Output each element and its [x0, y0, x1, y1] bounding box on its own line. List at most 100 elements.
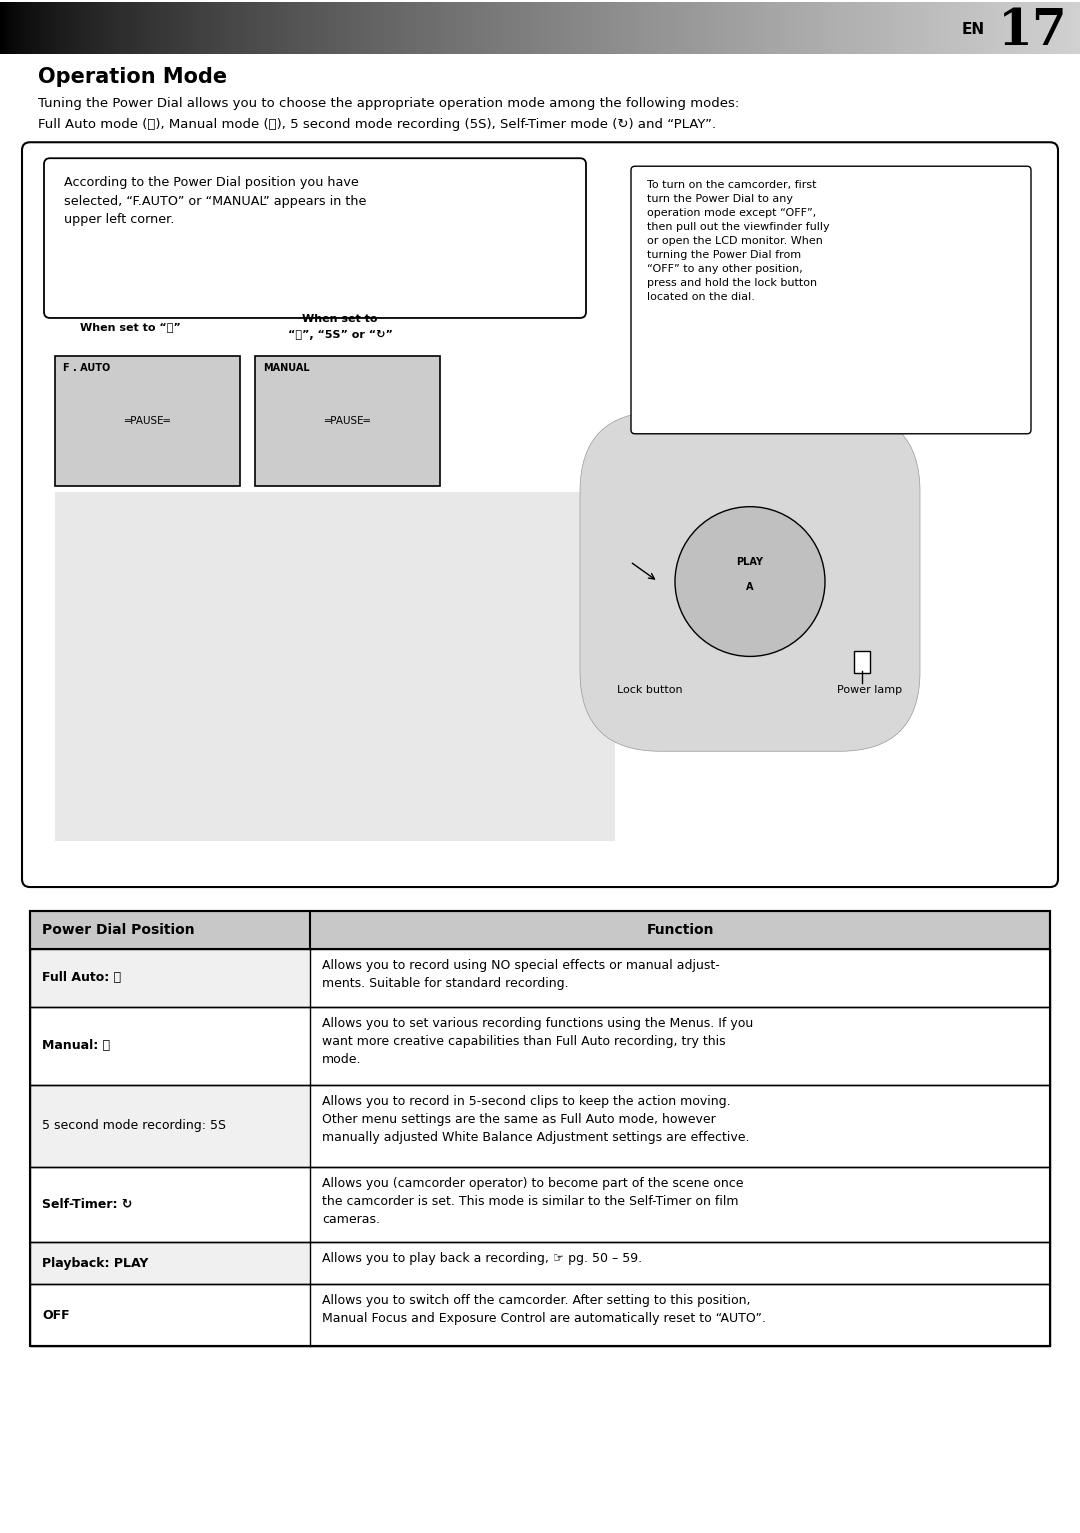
Bar	[267, 3, 270, 54]
Bar	[532, 3, 537, 54]
Bar	[299, 3, 302, 54]
Bar	[349, 3, 353, 54]
Text: Operation Mode: Operation Mode	[38, 67, 227, 87]
Text: ═PAUSE═: ═PAUSE═	[124, 415, 171, 426]
Text: Allows you to switch off the camcorder. After setting to this position,
Manual F: Allows you to switch off the camcorder. …	[322, 1294, 766, 1326]
Bar	[656, 3, 659, 54]
Bar	[580, 3, 583, 54]
Bar	[321, 3, 324, 54]
Bar	[813, 3, 818, 54]
Bar	[457, 3, 461, 54]
Bar	[943, 3, 947, 54]
Bar	[705, 3, 710, 54]
Bar	[489, 3, 494, 54]
Bar	[180, 3, 184, 54]
Bar	[392, 3, 396, 54]
Bar	[691, 3, 694, 54]
Bar	[1004, 3, 1008, 54]
Bar	[994, 3, 997, 54]
Bar	[1018, 3, 1023, 54]
Bar	[3, 3, 8, 54]
Bar	[130, 3, 133, 54]
Bar	[1008, 3, 1012, 54]
Bar	[605, 3, 608, 54]
Bar	[446, 3, 450, 54]
Bar	[807, 3, 810, 54]
FancyBboxPatch shape	[631, 166, 1031, 434]
Bar	[846, 3, 850, 54]
Bar	[583, 3, 586, 54]
Bar	[162, 3, 165, 54]
Bar	[25, 3, 29, 54]
Bar	[818, 3, 821, 54]
Bar	[878, 3, 882, 54]
Text: Playback: PLAY: Playback: PLAY	[42, 1257, 148, 1269]
Text: Function: Function	[646, 923, 714, 937]
Bar	[418, 3, 421, 54]
Text: F . AUTO: F . AUTO	[63, 363, 110, 373]
Bar	[386, 3, 389, 54]
Bar	[1012, 3, 1015, 54]
Bar	[767, 3, 770, 54]
Bar	[875, 3, 878, 54]
Bar	[680, 3, 684, 54]
Bar	[893, 3, 896, 54]
Bar	[497, 3, 500, 54]
Text: When set to: When set to	[302, 314, 378, 323]
Bar	[310, 1085, 1050, 1167]
Text: MANUAL: MANUAL	[264, 363, 310, 373]
Bar	[55, 356, 240, 486]
Bar	[281, 3, 284, 54]
Bar	[666, 3, 670, 54]
Bar	[821, 3, 824, 54]
Bar	[90, 3, 94, 54]
Bar	[30, 1007, 1050, 1085]
Bar	[522, 3, 526, 54]
Bar	[184, 3, 187, 54]
Text: OFF: OFF	[42, 1309, 69, 1321]
Bar	[108, 3, 111, 54]
Bar	[637, 3, 640, 54]
Bar	[572, 3, 576, 54]
Bar	[30, 1285, 310, 1346]
Bar	[43, 3, 46, 54]
Bar	[364, 3, 367, 54]
Bar	[324, 3, 327, 54]
Bar	[543, 3, 548, 54]
Bar	[975, 3, 980, 54]
Text: According to the Power Dial position you have
selected, “F.AUTO” or “MANUAL” app: According to the Power Dial position you…	[64, 176, 366, 227]
Bar	[886, 3, 889, 54]
Bar	[219, 3, 224, 54]
Bar	[30, 1167, 310, 1242]
Bar	[677, 3, 680, 54]
Bar	[205, 3, 208, 54]
Bar	[964, 3, 969, 54]
Bar	[68, 3, 72, 54]
Bar	[65, 3, 68, 54]
Bar	[375, 3, 378, 54]
Bar	[778, 3, 781, 54]
Bar	[896, 3, 900, 54]
Bar	[262, 3, 267, 54]
FancyBboxPatch shape	[44, 158, 586, 317]
Bar	[904, 3, 907, 54]
Bar	[828, 3, 832, 54]
Bar	[915, 3, 918, 54]
Bar	[18, 3, 22, 54]
Bar	[11, 3, 14, 54]
Bar	[537, 3, 540, 54]
Bar	[529, 3, 532, 54]
Bar	[1044, 3, 1048, 54]
Bar	[839, 3, 842, 54]
Bar	[882, 3, 886, 54]
Bar	[900, 3, 904, 54]
Bar	[370, 3, 375, 54]
Bar	[414, 3, 418, 54]
Bar	[842, 3, 846, 54]
Bar	[716, 3, 720, 54]
Bar	[774, 3, 778, 54]
Bar	[864, 3, 867, 54]
Bar	[854, 652, 870, 673]
Text: Lock button: Lock button	[617, 685, 683, 696]
Bar	[410, 3, 414, 54]
